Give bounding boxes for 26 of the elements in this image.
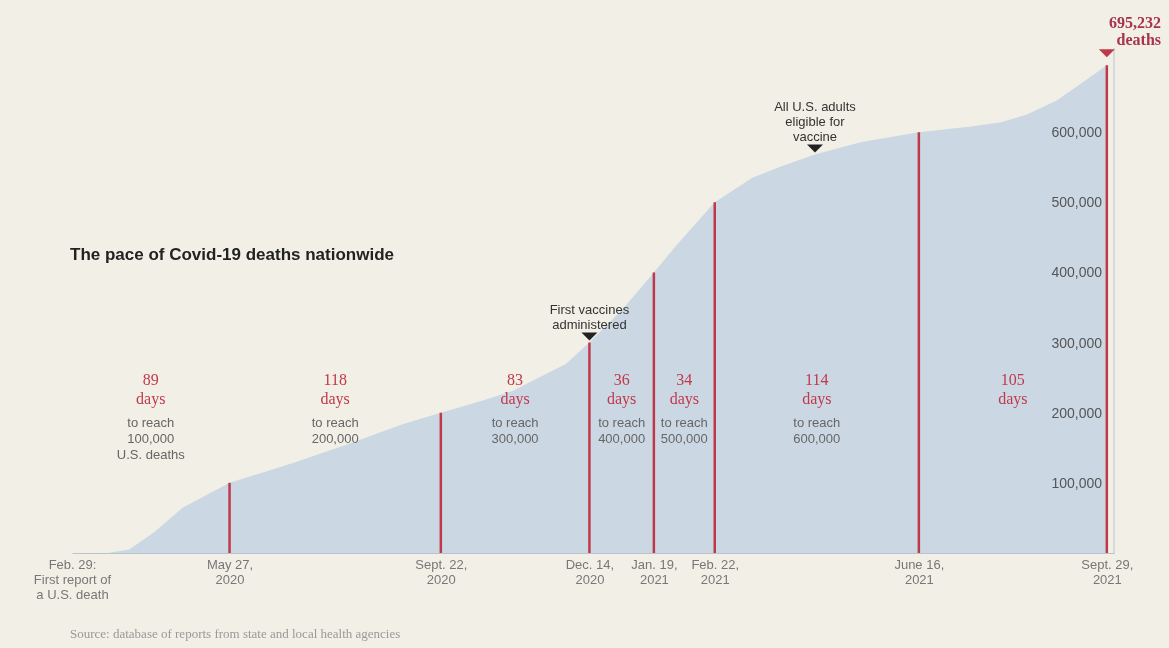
annotation: 695,232 deaths — [1109, 14, 1161, 49]
annotation: 105 days — [998, 371, 1028, 408]
x-tick-label: June 16, 2021 — [894, 557, 945, 587]
x-tick-label: Jan. 19, 2021 — [631, 557, 678, 587]
annotation: 118 days to reach 200,000 — [311, 371, 359, 446]
y-tick-label: 500,000 — [1051, 194, 1103, 211]
x-tick-label: May 27, 2020 — [206, 557, 254, 587]
annotation: 89 days to reach 100,000 U.S. deaths — [116, 371, 186, 462]
y-tick-label: 600,000 — [1051, 124, 1103, 141]
x-tick-label: Feb. 22, 2021 — [691, 557, 740, 587]
y-tick-label: 300,000 — [1051, 334, 1103, 351]
source-note: Source: database of reports from state and local health agencies — [70, 626, 401, 641]
y-tick-label: 100,000 — [1051, 474, 1103, 491]
annotation: 114 days to reach 600,000 — [793, 371, 841, 446]
annotation: 34 days to reach 500,000 — [660, 371, 708, 446]
x-tick-label: Sept. 22, 2020 — [415, 557, 468, 587]
y-tick-label: 400,000 — [1051, 264, 1103, 281]
y-tick-label: 200,000 — [1051, 404, 1103, 421]
annotation: 83 days to reach 300,000 — [491, 371, 539, 446]
annotation: All U.S. adults eligible for vaccine — [774, 98, 857, 144]
text: The pace of Covid-19 deaths nationwide — [70, 245, 394, 264]
annotation: 36 days to reach 400,000 — [598, 371, 646, 446]
x-tick-label: Feb. 29: First report of a U.S. death — [33, 557, 112, 602]
annotation: First vaccines administered — [549, 301, 630, 332]
x-tick-label: Dec. 14, 2020 — [565, 557, 615, 587]
x-tick-label: Sept. 29, 2021 — [1081, 557, 1134, 587]
